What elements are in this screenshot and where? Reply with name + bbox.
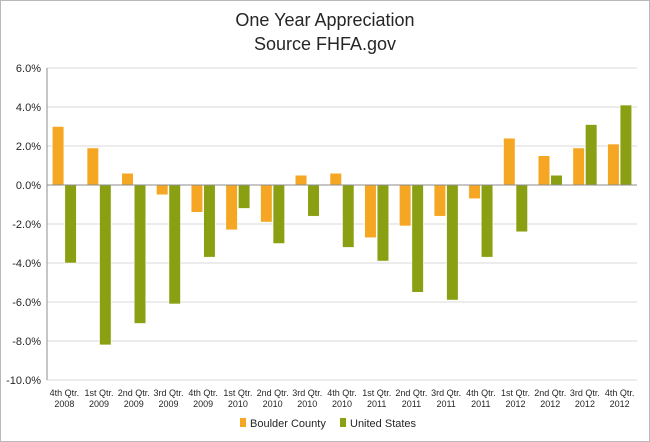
bar bbox=[225, 184, 238, 231]
y-tick-label: -6.0% bbox=[12, 297, 41, 309]
bar bbox=[272, 184, 285, 244]
bar bbox=[550, 175, 563, 186]
x-tick-label: 3rd Qtr. bbox=[292, 388, 322, 398]
x-tick-label: 2009 bbox=[124, 399, 144, 409]
x-tick-label: 4th Qtr. bbox=[605, 388, 635, 398]
x-tick-label: 2012 bbox=[575, 399, 595, 409]
bar bbox=[64, 184, 77, 264]
x-tick-label: 2009 bbox=[193, 399, 213, 409]
x-tick-label: 2nd Qtr. bbox=[118, 388, 150, 398]
chart-subtitle: Source FHFA.gov bbox=[253, 34, 397, 54]
y-tick-label: 2.0% bbox=[16, 141, 41, 153]
x-tick-label: 4th Qtr. bbox=[327, 388, 357, 398]
bar bbox=[503, 137, 516, 186]
x-tick-label: 2008 bbox=[54, 399, 74, 409]
y-tick-label: -10.0% bbox=[6, 375, 41, 387]
bar bbox=[399, 184, 412, 227]
bar bbox=[572, 147, 585, 186]
x-tick-label: 2011 bbox=[402, 399, 421, 409]
y-tick-label: -4.0% bbox=[12, 258, 41, 270]
bar bbox=[238, 184, 251, 209]
x-tick-label: 2012 bbox=[610, 399, 630, 409]
bar bbox=[156, 184, 169, 195]
bar bbox=[190, 184, 203, 213]
bars bbox=[52, 104, 632, 346]
bar bbox=[619, 104, 632, 186]
y-tick-label: 0.0% bbox=[16, 180, 41, 192]
bar bbox=[168, 184, 181, 305]
bar bbox=[481, 184, 494, 258]
x-tick-label: 1st Qtr. bbox=[85, 388, 114, 398]
bar bbox=[329, 173, 342, 186]
x-tick-label: 4th Qtr. bbox=[188, 388, 218, 398]
bar bbox=[121, 173, 134, 186]
x-tick-label: 3rd Qtr. bbox=[431, 388, 461, 398]
x-tick-label: 2010 bbox=[332, 399, 352, 409]
bar bbox=[307, 184, 320, 217]
bar bbox=[364, 184, 377, 238]
bar bbox=[52, 126, 65, 186]
bar bbox=[86, 147, 99, 186]
y-axis-tick-labels: -10.0% -8.0% -6.0% -4.0% -2.0% 0.0% 2.0% 4.0% 6.… bbox=[6, 63, 41, 387]
bar bbox=[468, 184, 481, 199]
axes bbox=[46, 68, 637, 380]
legend-label: United States bbox=[350, 418, 417, 430]
x-tick-label: 3rd Qtr. bbox=[153, 388, 183, 398]
y-tick-label: 4.0% bbox=[16, 102, 41, 114]
x-tick-label: 2012 bbox=[506, 399, 526, 409]
y-tick-label: 6.0% bbox=[16, 63, 41, 75]
bar bbox=[537, 155, 550, 186]
x-tick-label: 4th Qtr. bbox=[466, 388, 496, 398]
bar bbox=[295, 175, 308, 186]
x-tick-label: 1st Qtr. bbox=[362, 388, 391, 398]
y-tick-label: -2.0% bbox=[12, 219, 41, 231]
x-tick-label: 2011 bbox=[471, 399, 490, 409]
bar bbox=[433, 184, 446, 217]
bar bbox=[446, 184, 459, 301]
x-tick-label: 2012 bbox=[540, 399, 560, 409]
bar bbox=[260, 184, 273, 223]
x-tick-label: 2nd Qtr. bbox=[395, 388, 427, 398]
x-tick-label: 2nd Qtr. bbox=[534, 388, 566, 398]
bar bbox=[411, 184, 424, 293]
x-tick-label: 2009 bbox=[89, 399, 109, 409]
x-tick-label: 2nd Qtr. bbox=[257, 388, 289, 398]
bar bbox=[342, 184, 355, 248]
x-tick-label: 1st Qtr. bbox=[501, 388, 530, 398]
legend-label: Boulder County bbox=[250, 418, 326, 430]
legend: Boulder County United States bbox=[240, 418, 417, 430]
legend-swatch bbox=[240, 418, 246, 427]
bar bbox=[99, 184, 112, 346]
bar bbox=[134, 184, 147, 324]
x-tick-label: 2011 bbox=[436, 399, 455, 409]
x-tick-label: 1st Qtr. bbox=[223, 388, 252, 398]
y-tick-label: -8.0% bbox=[12, 336, 41, 348]
bar bbox=[376, 184, 389, 262]
bar bbox=[203, 184, 216, 258]
bar bbox=[515, 184, 528, 233]
x-tick-label: 2010 bbox=[228, 399, 248, 409]
chart-title-block: One Year Appreciation Source FHFA.gov bbox=[0, 8, 650, 56]
bar bbox=[607, 143, 620, 186]
x-tick-label: 2011 bbox=[367, 399, 386, 409]
x-tick-label: 2009 bbox=[158, 399, 178, 409]
x-tick-label: 2010 bbox=[297, 399, 317, 409]
legend-swatch bbox=[340, 418, 346, 427]
x-tick-label: 3rd Qtr. bbox=[570, 388, 600, 398]
x-tick-label: 4th Qtr. bbox=[50, 388, 80, 398]
x-tick-label: 2010 bbox=[263, 399, 283, 409]
chart-title: One Year Appreciation bbox=[235, 10, 415, 30]
bar bbox=[585, 124, 598, 186]
